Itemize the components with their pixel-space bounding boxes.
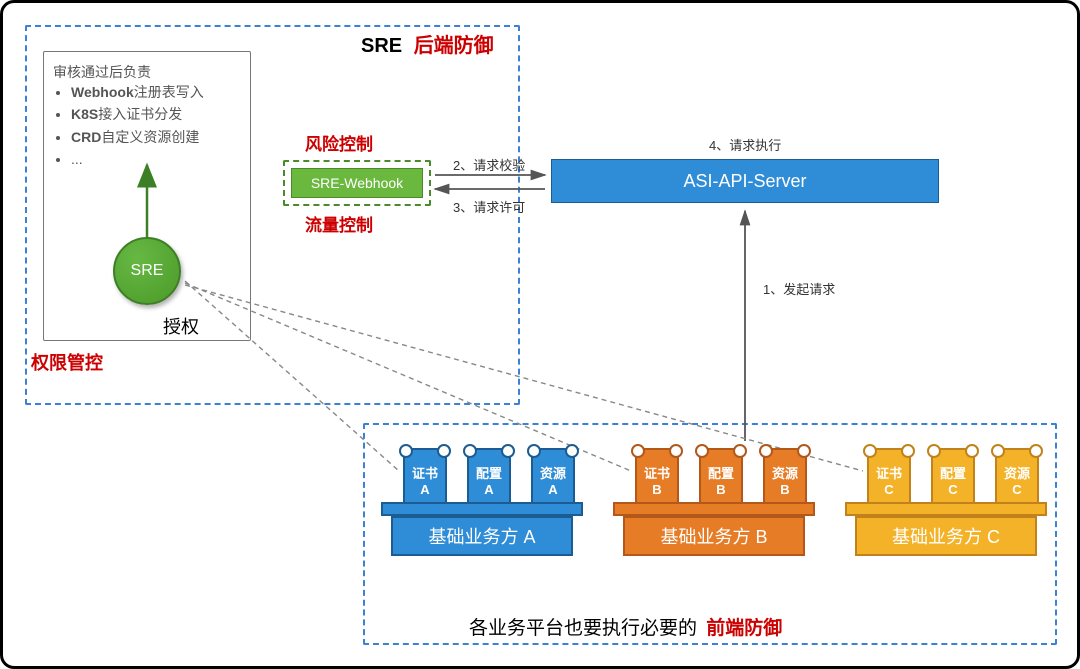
api-server-box: ASI-API-Server [551,159,939,203]
caption: 各业务平台也要执行必要的 前端防御 [469,613,782,640]
party-tab: 证书B [635,448,679,506]
party-tab: 资源C [995,448,1039,506]
party-block: 基础业务方 B [623,516,805,556]
step4-label: 4、请求执行 [709,135,781,154]
bullet-item: K8S接入证书分发 [71,103,248,125]
party-bar [845,502,1047,516]
responsibilities-list: Webhook注册表写入K8S接入证书分发CRD自定义资源创建... [53,81,248,171]
bullet-item: ... [71,148,248,170]
party-tab: 证书C [867,448,911,506]
step1-label: 1、发起请求 [763,279,835,298]
party-bar [613,502,815,516]
party-tab: 资源A [531,448,575,506]
party-block: 基础业务方 C [855,516,1037,556]
risk-control-label: 风险控制 [305,130,373,155]
party-tab: 证书A [403,448,447,506]
party-tab: 配置A [467,448,511,506]
bullet-item: Webhook注册表写入 [71,81,248,103]
diagram-canvas: SRE 后端防御 权限管控 审核通过后负责 Webhook注册表写入K8S接入证… [3,3,1077,666]
party-tab: 配置C [931,448,975,506]
webhook-box: SRE-Webhook [291,168,423,198]
party-tab: 资源B [763,448,807,506]
permission-label: 权限管控 [31,349,103,375]
sre-circle: SRE [113,237,181,305]
party-block: 基础业务方 A [391,516,573,556]
caption-left: 各业务平台也要执行必要的 [469,618,697,639]
bullet-item: CRD自定义资源创建 [71,126,248,148]
step3-label: 3、请求许可 [453,197,525,216]
auth-label: 授权 [163,313,199,339]
traffic-control-label: 流量控制 [305,211,373,236]
party-tab: 配置B [699,448,743,506]
caption-right: 前端防御 [706,618,782,639]
step2-label: 2、请求校验 [453,155,525,174]
party-bar [381,502,583,516]
